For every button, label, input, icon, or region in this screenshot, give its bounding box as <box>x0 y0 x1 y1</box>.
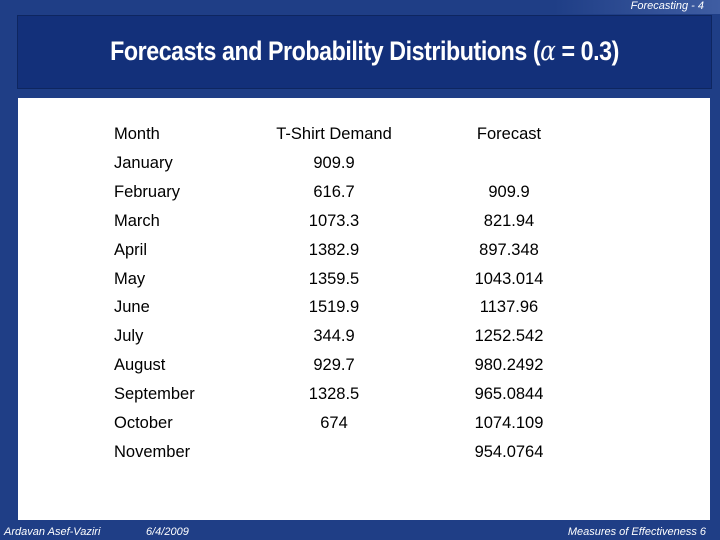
cell-month: February <box>114 182 181 201</box>
cell-month: September <box>114 385 195 404</box>
table-row: November 954.0764 <box>114 438 604 467</box>
cell-forecast: 954.0764 <box>474 442 544 461</box>
cell-demand: 1382.9 <box>308 240 360 259</box>
cell-forecast: 980.2492 <box>474 356 544 375</box>
forecast-table: Month T-Shirt Demand Forecast January 909… <box>114 120 604 467</box>
column-header-demand: T-Shirt Demand <box>276 125 392 143</box>
table-row: April 1382.9 897.348 <box>114 236 604 265</box>
cell-forecast: 897.348 <box>479 240 539 259</box>
cell-forecast <box>414 149 604 178</box>
cell-demand: 909.9 <box>313 153 355 172</box>
column-header-month: Month <box>114 125 160 143</box>
footer-page-info: Measures of Effectiveness 6 <box>567 526 706 538</box>
cell-forecast: 909.9 <box>488 182 530 201</box>
footer: Ardavan Asef-Vaziri 6/4/2009 Measures of… <box>0 520 720 540</box>
cell-forecast: 821.94 <box>483 211 535 230</box>
table-row: May 1359.5 1043.014 <box>114 265 604 294</box>
cell-demand: 344.9 <box>313 327 355 346</box>
cell-month: June <box>114 298 150 317</box>
footer-date: 6/4/2009 <box>146 526 189 538</box>
slide-section-tag: Forecasting - 4 <box>554 0 720 14</box>
cell-demand: 674 <box>320 413 348 432</box>
cell-forecast: 1043.014 <box>474 269 544 288</box>
cell-month: November <box>114 442 191 461</box>
cell-demand: 1328.5 <box>308 385 360 404</box>
cell-month: May <box>114 269 146 288</box>
title-prefix: Forecasts and Probability Distributions … <box>110 36 541 66</box>
footer-author: Ardavan Asef-Vaziri <box>4 526 101 538</box>
cell-forecast: 965.0844 <box>474 385 544 404</box>
title-bar: Forecasts and Probability Distributions … <box>17 15 712 89</box>
cell-demand: 616.7 <box>313 182 355 201</box>
cell-demand <box>254 438 414 467</box>
table-row: July 344.9 1252.542 <box>114 322 604 351</box>
cell-demand: 1519.9 <box>308 298 360 317</box>
cell-month: April <box>114 240 148 259</box>
slide-title: Forecasts and Probability Distributions … <box>67 36 663 67</box>
cell-forecast: 1252.542 <box>474 327 544 346</box>
cell-forecast: 1137.96 <box>479 298 539 317</box>
table-row: February 616.7 909.9 <box>114 178 604 207</box>
cell-month: July <box>114 327 144 346</box>
content-panel: Month T-Shirt Demand Forecast January 909… <box>18 98 710 520</box>
table-header-row: Month T-Shirt Demand Forecast <box>114 120 604 149</box>
cell-month: March <box>114 211 160 230</box>
cell-demand: 1073.3 <box>308 211 360 230</box>
cell-month: January <box>114 153 173 172</box>
cell-demand: 1359.5 <box>308 269 360 288</box>
table-row: September 1328.5 965.0844 <box>114 380 604 409</box>
table-body: January 909.9 February 616.7 909.9 March 1073.… <box>114 149 604 467</box>
cell-month: October <box>114 413 173 432</box>
cell-month: August <box>114 356 166 375</box>
table-row: June 1519.9 1137.96 <box>114 293 604 322</box>
table-row: March 1073.3 821.94 <box>114 207 604 236</box>
table-row: August 929.7 980.2492 <box>114 351 604 380</box>
table-row: January 909.9 <box>114 149 604 178</box>
title-alpha: α <box>540 36 556 67</box>
cell-forecast: 1074.109 <box>474 413 544 432</box>
cell-demand: 929.7 <box>313 356 355 375</box>
title-suffix: = 0.3) <box>555 36 619 66</box>
column-header-forecast: Forecast <box>476 125 542 143</box>
table-row: October 674 1074.109 <box>114 409 604 438</box>
